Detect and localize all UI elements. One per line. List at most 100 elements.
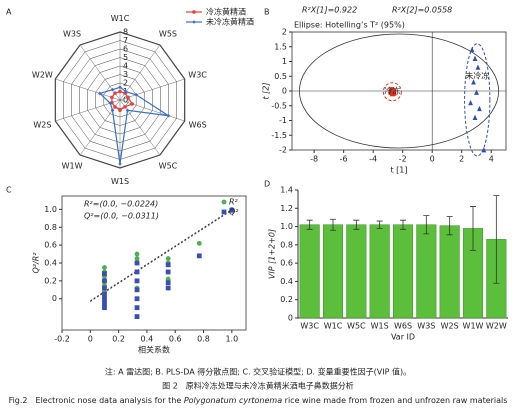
point: [110, 87, 115, 92]
x-tick-label: W1W: [463, 322, 484, 331]
point: [468, 99, 473, 106]
point: [165, 285, 171, 291]
y-tick-label: 0.2: [280, 295, 293, 304]
confidence-ellipse: [298, 33, 500, 149]
panel-letter: D: [264, 180, 270, 189]
point: [118, 161, 122, 166]
point: [165, 256, 171, 261]
y-tick-label: 0: [282, 87, 287, 96]
spoke: [79, 99, 121, 156]
point: [134, 251, 140, 257]
y-tick-label: 0.8: [44, 223, 57, 232]
point: [474, 89, 479, 95]
caption-en-part: Fig.2 Electronic nose data analysis for …: [9, 396, 184, 405]
point: [477, 105, 482, 112]
cluster-label: 冷冻: [384, 86, 400, 96]
point: [108, 101, 113, 105]
bar: [346, 224, 367, 319]
bar: [322, 224, 344, 319]
error-bar: [330, 218, 336, 231]
x-tick-label: -6: [340, 155, 348, 164]
point: [166, 113, 171, 118]
caption-en-italic: Polygonatum cyrtonema: [184, 396, 282, 405]
x-tick-label: W1C: [324, 322, 343, 331]
x-axis-label: t [1]: [390, 166, 407, 175]
point: [102, 305, 107, 311]
x-tick-label: 0: [88, 335, 93, 344]
error-bar: [423, 215, 430, 235]
category-label: W2W: [32, 70, 53, 79]
cluster-ellipse: [464, 43, 491, 157]
x-tick-label: 0: [430, 155, 435, 164]
point: [102, 300, 107, 306]
legend-label: R²: [229, 198, 239, 207]
bar: [392, 224, 414, 319]
point: [130, 102, 134, 106]
y-tick-label: 0.4: [280, 277, 293, 286]
point: [102, 278, 107, 284]
caption-zh: 图 2 原料冷冻处理与未冷冻黄精米酒电子鼻数据分析: [162, 381, 354, 391]
y-tick-label: 1.4: [280, 186, 293, 195]
x-axis-label: 相关系数: [138, 345, 170, 355]
fit-line: [90, 209, 233, 302]
x-tick-label: 0.4: [141, 335, 154, 344]
point: [389, 91, 395, 97]
x-tick-label: -8: [310, 155, 318, 164]
subtitle: Ellipse: Hotelling’s T² (95%): [294, 21, 405, 30]
category-label: W3C: [188, 70, 207, 79]
point: [471, 79, 476, 85]
point: [134, 260, 140, 266]
spoke: [119, 78, 185, 101]
panel-letter: C: [6, 186, 12, 195]
x-tick-label: -0.2: [54, 335, 70, 344]
point: [165, 262, 171, 268]
category-label: W1S: [111, 177, 129, 186]
point: [475, 64, 481, 70]
bar: [416, 224, 437, 319]
legend-label: Q²: [229, 208, 239, 217]
legend-label: 未冷冻黄精酒: [206, 17, 254, 27]
y-tick-label: -1.5: [271, 131, 287, 140]
spoke: [79, 44, 121, 101]
point: [113, 91, 117, 95]
r-tick-label: 4: [123, 62, 128, 71]
x-tick-label: -2: [399, 155, 407, 164]
spoke: [55, 78, 121, 101]
r-tick-label: 2: [123, 79, 128, 88]
r-tick-label: 7: [123, 36, 128, 45]
y-tick-label: 1: [282, 57, 287, 66]
error-bar: [376, 220, 383, 229]
point: [113, 105, 117, 109]
point: [192, 10, 196, 14]
r-tick-label: 8: [123, 28, 128, 37]
y-tick-label: -1: [279, 116, 287, 125]
point: [134, 92, 138, 97]
point: [221, 199, 227, 205]
point: [192, 20, 196, 24]
x-tick-label: 2: [459, 155, 464, 164]
y-tick-label: 0.6: [44, 241, 57, 250]
x-tick-label: W5C: [347, 322, 366, 331]
error-bar: [470, 206, 476, 251]
point: [196, 253, 202, 259]
panel-letter: A: [6, 8, 12, 17]
point: [102, 285, 107, 291]
y-tick-label: 0: [288, 314, 293, 323]
x-tick-label: 0.8: [197, 335, 210, 344]
error-bar: [446, 216, 453, 236]
category-label: W1C: [111, 14, 130, 23]
bar: [299, 224, 320, 319]
legend-label: 冷冻黄精酒: [206, 7, 246, 17]
y-axis-label: VIP [1+2+0]: [268, 229, 277, 279]
category-label: W6S: [189, 121, 207, 130]
point: [102, 265, 107, 270]
point: [102, 296, 107, 302]
point: [118, 85, 122, 90]
point: [134, 256, 140, 261]
r-tick-label: 6: [123, 45, 128, 54]
spoke: [119, 99, 161, 156]
point: [126, 95, 130, 100]
category-label: W5C: [159, 162, 178, 171]
annotation: R²=(0.0, −0.0224): [84, 200, 158, 209]
